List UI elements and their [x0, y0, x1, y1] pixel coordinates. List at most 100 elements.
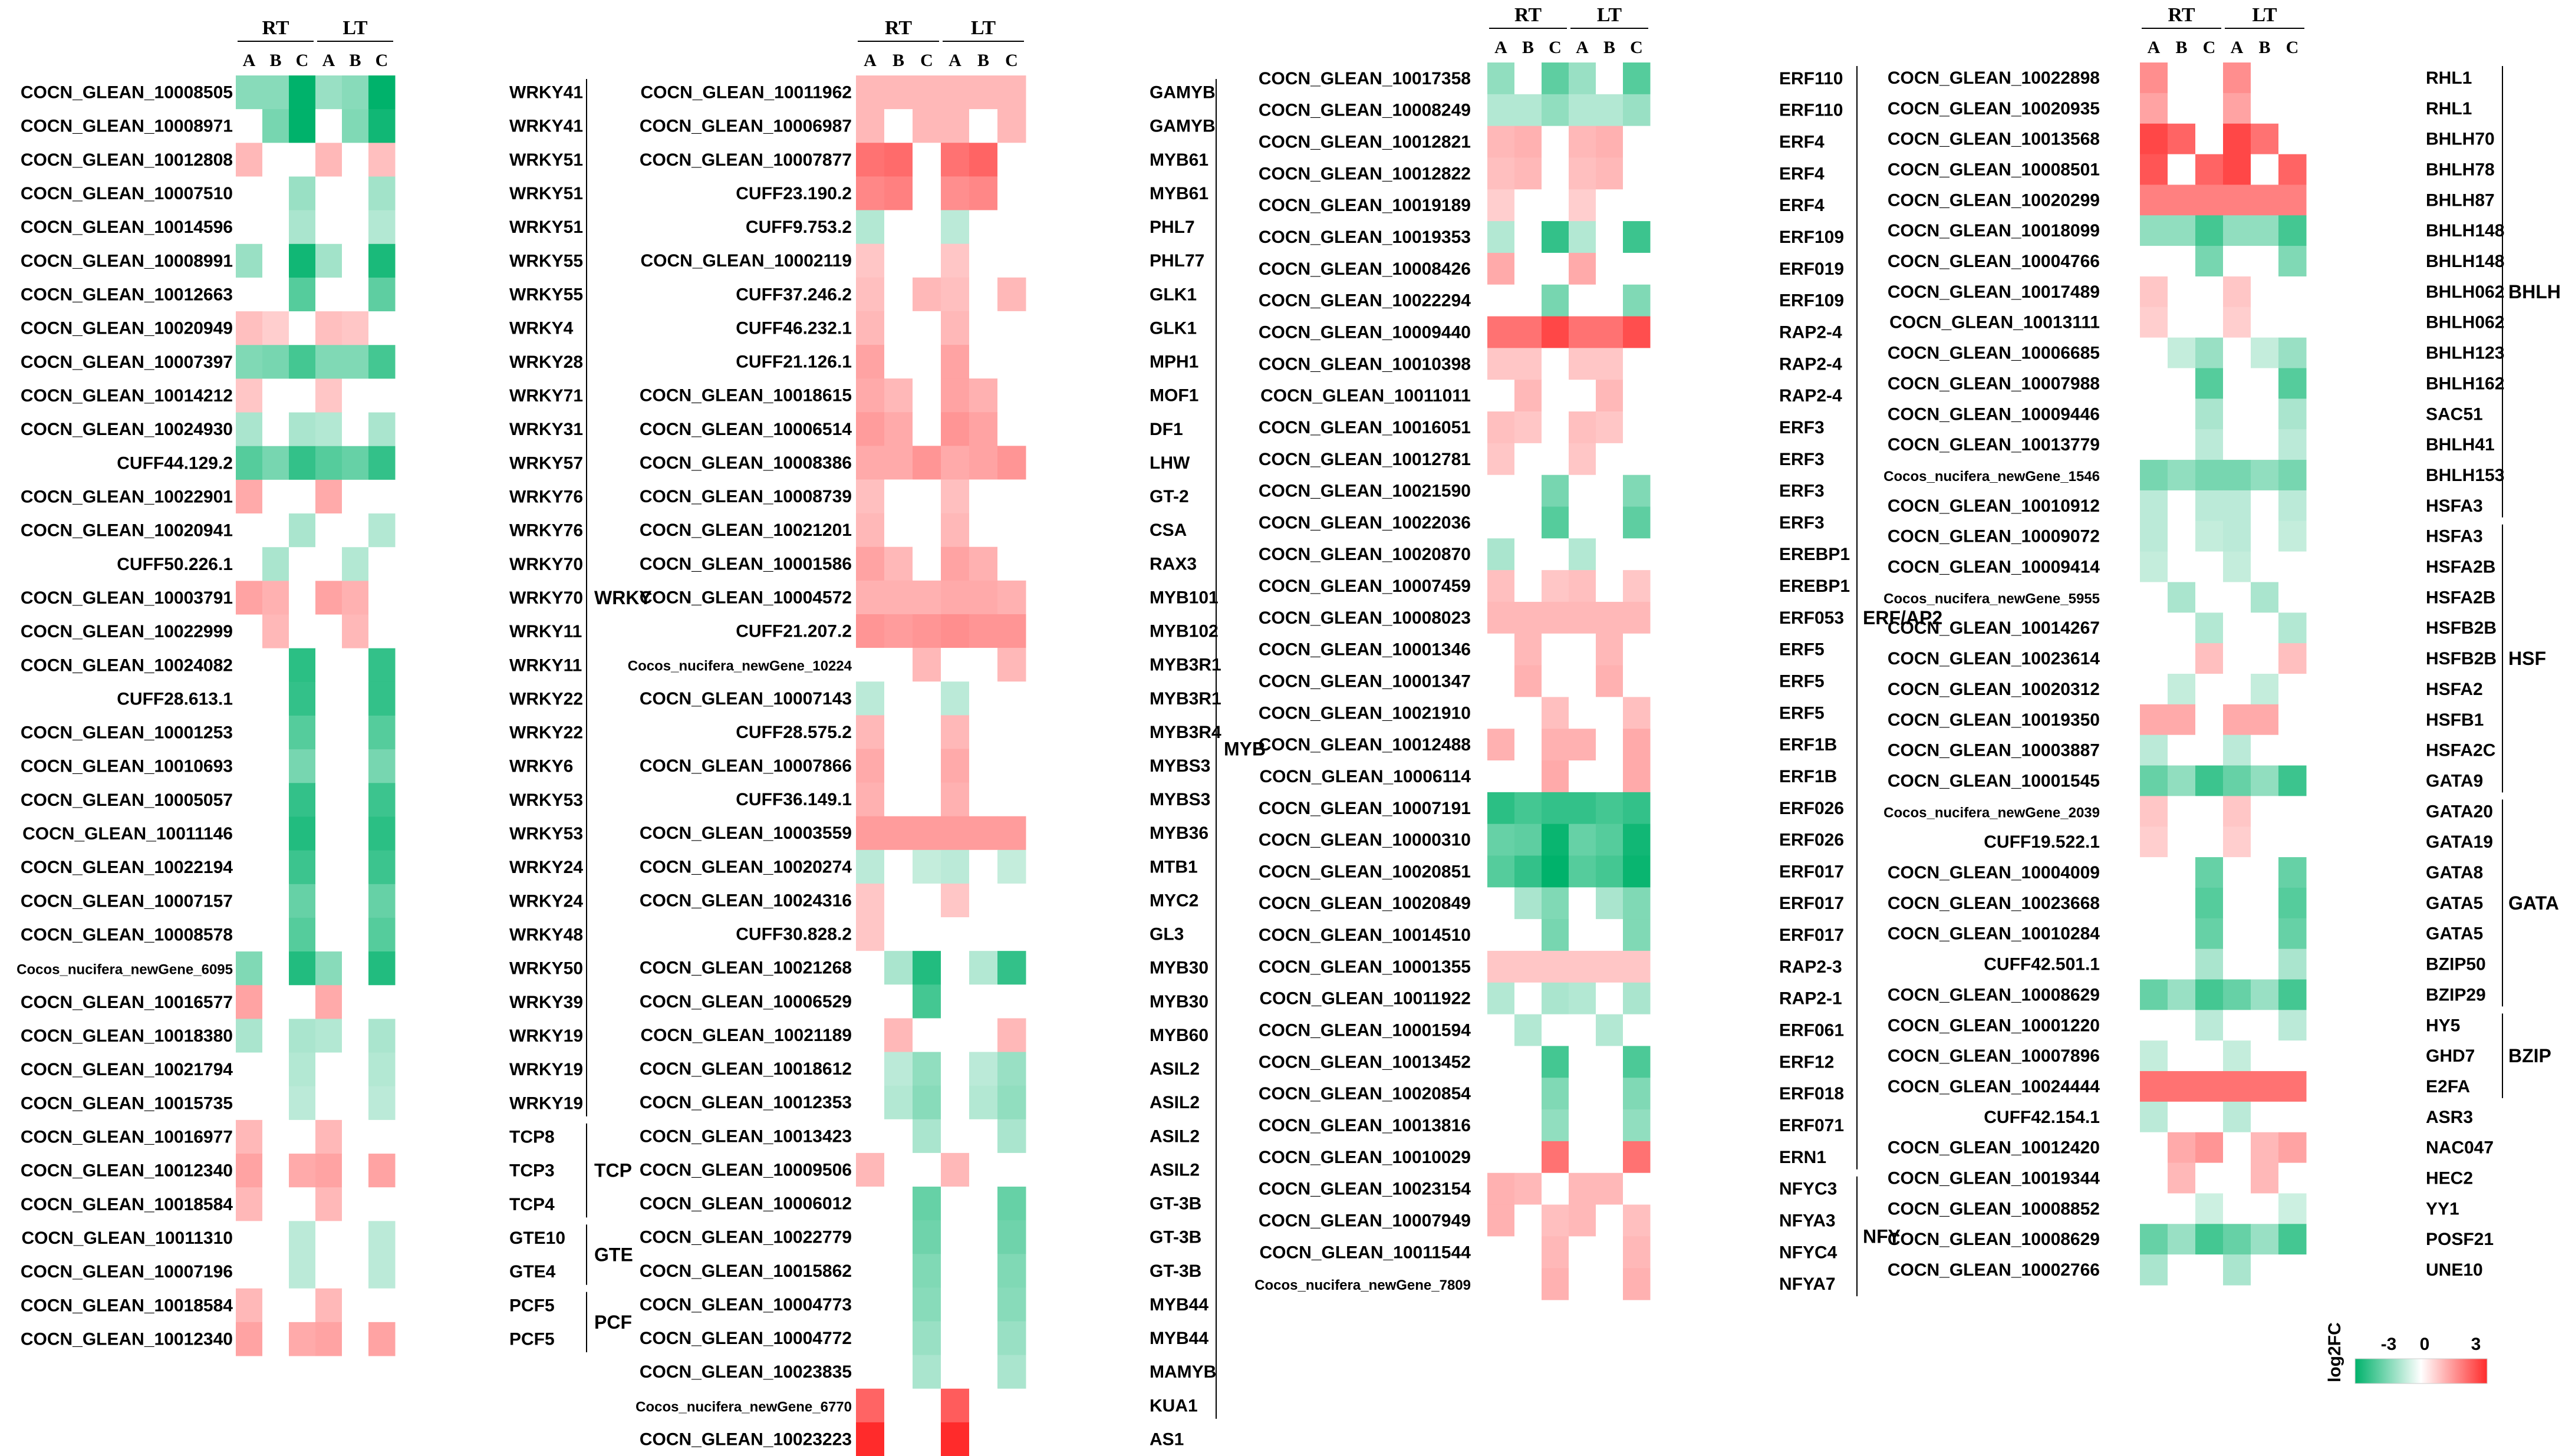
heatmap-cell: [997, 412, 1026, 446]
gene-label: COCN_GLEAN_10020299: [1888, 190, 2100, 210]
gene-label: COCN_GLEAN_10015862: [640, 1261, 852, 1281]
heatmap-cell: [342, 1086, 369, 1121]
heatmap-cell: [2195, 887, 2224, 919]
family-label: BHLH: [2508, 281, 2561, 302]
heatmap-cell: [315, 951, 343, 986]
heatmap-cell: [2223, 123, 2251, 155]
heatmap-cell: [2251, 643, 2279, 674]
heatmap-cell: [884, 277, 913, 312]
heatmap-cell: [368, 1187, 396, 1221]
legend-color-bar: [2354, 1358, 2488, 1384]
tf-label: HSFB2B: [2426, 649, 2497, 668]
heatmap-cell: [941, 816, 970, 851]
tf-label: WRKY4: [509, 319, 574, 338]
heatmap-cell: [2195, 918, 2224, 950]
heatmap-cell: [315, 816, 343, 851]
heatmap-cell: [289, 243, 316, 278]
heatmap-cell: [2278, 948, 2307, 980]
gene-label: COCN_GLEAN_10020941: [21, 521, 233, 541]
heatmap-cell: [969, 243, 998, 278]
heatmap-cell: [368, 581, 396, 615]
heatmap-cell: [1623, 1172, 1651, 1205]
heatmap-cell: [2140, 1193, 2168, 1224]
heatmap-cell: [997, 614, 1026, 648]
heatmap-cell: [2195, 429, 2224, 460]
heatmap-cell: [342, 479, 369, 514]
gene-label: COCN_GLEAN_10020935: [1888, 99, 2100, 118]
tf-label: WRKY70: [509, 588, 583, 608]
heatmap-cell: [2168, 490, 2196, 522]
heatmap-cell: [1542, 443, 1569, 476]
heatmap-cell: [1596, 316, 1624, 348]
tf-label: NFYA7: [1779, 1274, 1836, 1294]
heatmap-cell: [315, 1288, 343, 1323]
heatmap-cell: [2251, 307, 2279, 338]
heatmap-cell: [2278, 796, 2307, 827]
heatmap-cell: [2278, 154, 2307, 185]
heatmap-cell: [2251, 1071, 2279, 1102]
tf-label: ERF3: [1779, 513, 1825, 532]
heatmap-cell: [289, 277, 316, 312]
heatmap-cell: [856, 1422, 885, 1456]
heatmap-cell: [2140, 918, 2168, 950]
heatmap-cell: [1569, 1046, 1596, 1078]
heatmap-cell: [1569, 950, 1596, 983]
heatmap-cell: [236, 917, 263, 952]
gene-label: COCN_GLEAN_10016977: [21, 1127, 233, 1147]
heatmap-cell: [1542, 252, 1569, 285]
family-label: WRKY: [594, 587, 652, 608]
heatmap-cell: [2168, 62, 2196, 94]
heatmap-cell: [856, 1388, 885, 1423]
family-label: ERF/AP2: [1863, 607, 1942, 628]
heatmap-cell: [1623, 316, 1651, 348]
heatmap-cell: [2195, 276, 2224, 308]
heatmap-cell: [289, 917, 316, 952]
gene-label: CUFF19.522.1: [1984, 832, 2100, 852]
heatmap-cell: [913, 1254, 941, 1288]
heatmap-cell: [997, 311, 1026, 345]
heatmap-cell: [1514, 887, 1542, 920]
heatmap-cell: [368, 210, 396, 245]
heatmap-cell: [2195, 490, 2224, 522]
family-label: TCP: [594, 1160, 632, 1181]
heatmap-cell: [1487, 284, 1515, 317]
heatmap-cell: [1623, 1204, 1651, 1237]
heatmap-cell: [1596, 443, 1624, 476]
gene-label: COCN_GLEAN_10013111: [1889, 313, 2100, 332]
sample-label: A: [949, 51, 961, 70]
heatmap-cell: [1514, 855, 1542, 888]
heatmap-cell: [262, 951, 289, 986]
heatmap-cell: [289, 614, 316, 649]
condition-label-lt: LT: [2252, 4, 2277, 26]
heatmap-cell: [2278, 62, 2307, 94]
sample-label: A: [1494, 38, 1507, 57]
heatmap-cell: [1623, 538, 1651, 571]
gene-label: COCN_GLEAN_10011962: [640, 83, 852, 103]
heatmap-cell: [1514, 443, 1542, 476]
heatmap-cell: [969, 1287, 998, 1322]
heatmap-cell: [2140, 643, 2168, 674]
heatmap-cell: [2140, 826, 2168, 858]
heatmap-cell: [1623, 1014, 1651, 1046]
heatmap-cell: [236, 412, 263, 447]
heatmap-cell: [368, 917, 396, 952]
tf-label: NAC047: [2426, 1138, 2494, 1158]
heatmap-cell: [884, 1018, 913, 1053]
heatmap-cell: [236, 243, 263, 278]
tf-label: WRKY76: [509, 521, 583, 541]
heatmap-cell: [913, 782, 941, 817]
heatmap-cell: [969, 75, 998, 110]
heatmap-cell: [368, 412, 396, 447]
tf-label: MPH1: [1150, 353, 1198, 372]
heatmap-cell: [289, 1288, 316, 1323]
heatmap-cell: [856, 344, 885, 379]
heatmap-cell: [913, 1018, 941, 1053]
gene-label: COCN_GLEAN_10007143: [640, 689, 852, 709]
heatmap-cell: [941, 1422, 970, 1456]
tf-label: RHL1: [2426, 68, 2472, 88]
tf-label: EREBP1: [1779, 545, 1850, 564]
heatmap-cell: [236, 850, 263, 885]
tf-label: ERF4: [1779, 196, 1825, 215]
